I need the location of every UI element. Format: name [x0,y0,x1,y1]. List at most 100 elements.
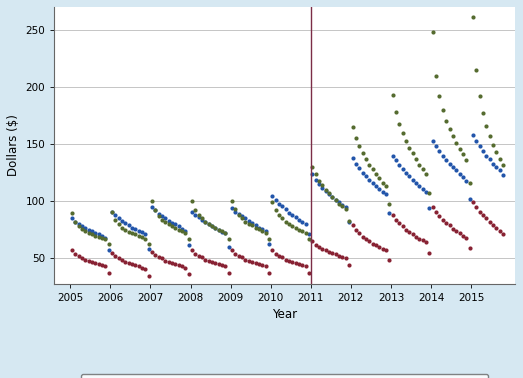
Point [238,215,246,222]
Point [128,261,136,267]
Point [248,220,256,226]
Point [148,204,156,210]
Point [278,203,287,209]
Point [475,143,484,149]
Point [308,164,316,170]
Point [111,253,119,259]
Point [285,210,293,216]
Point [238,213,246,219]
Point [389,212,397,218]
Point [358,150,367,156]
Point [338,254,347,260]
Point [171,225,179,231]
Point [128,225,136,231]
Point [472,204,480,210]
Point [485,133,494,139]
Point [205,221,213,227]
Point [459,174,467,180]
Point [345,262,354,268]
Point [285,258,293,264]
Point [118,257,126,263]
Point [332,251,340,257]
Point [101,236,109,242]
Point [456,146,464,152]
Point [98,235,106,241]
Point [438,217,447,223]
Point [241,257,249,263]
Point [165,221,173,227]
Point [124,260,133,266]
Point [252,222,260,228]
Point [428,204,437,210]
Point [268,192,277,198]
Point [322,188,330,194]
Point [459,232,467,239]
Point [422,239,430,245]
Point [85,227,93,233]
Point [124,229,133,235]
Point [218,228,226,234]
Point [495,167,504,174]
Point [472,138,480,144]
Point [148,198,156,204]
Point [452,167,460,174]
Point [301,263,310,270]
Point [195,214,203,220]
Point [438,152,447,158]
Point [161,258,169,264]
Point [479,212,487,218]
Point [161,215,169,222]
Point [385,257,394,263]
Point [379,246,387,252]
Point [325,190,334,196]
Point [275,253,283,259]
Point [415,183,424,189]
Point [178,226,186,232]
Point [108,209,116,215]
Point [185,242,193,248]
Point [475,93,484,99]
Point [361,173,370,179]
Point [338,203,347,209]
Point [301,221,310,227]
Point [375,186,383,192]
Point [221,263,230,270]
Point [405,229,414,235]
Point [171,221,179,227]
Point [211,260,220,266]
Point [428,138,437,144]
Point [335,199,344,205]
Point [365,238,373,244]
Point [131,262,140,268]
Point [198,254,207,260]
Point [281,257,290,263]
Point [469,14,477,20]
Point [418,166,427,172]
Point [78,255,86,261]
Point [479,148,487,154]
Point [128,230,136,236]
Point [145,240,153,246]
Point [245,221,253,227]
Point [198,217,207,223]
Point [348,155,357,161]
Point [205,258,213,264]
Point [395,162,404,168]
Point [412,234,420,240]
Point [355,165,363,171]
Point [225,236,233,242]
Point [228,205,236,211]
Point [328,194,337,200]
Point [351,161,360,167]
Point [198,215,207,222]
Point [291,225,300,231]
Point [375,175,383,181]
Point [201,257,210,263]
Point [158,213,166,219]
Point [319,184,327,191]
Point [258,228,267,234]
Point [175,262,183,268]
Point [456,230,464,236]
Point [368,166,377,172]
Point [248,222,256,228]
